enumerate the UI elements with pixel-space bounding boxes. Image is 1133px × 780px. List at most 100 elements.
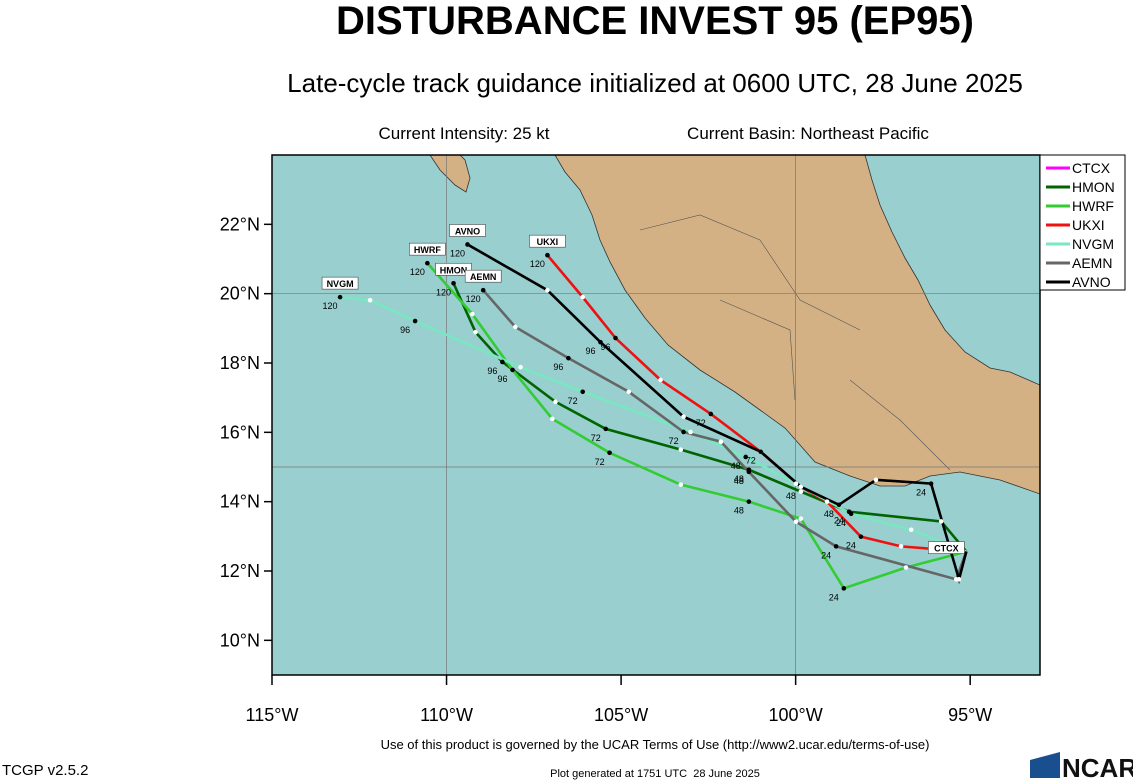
legend-label: UKXI <box>1072 217 1105 233</box>
x-tick-label: 115°W <box>246 705 299 725</box>
grid <box>272 155 1040 675</box>
model-label-box <box>464 269 502 283</box>
y-tick-label: 20°N <box>220 284 260 304</box>
track-point <box>518 364 523 370</box>
track-point <box>580 389 585 395</box>
track-point <box>903 565 909 570</box>
y-tick-label: 18°N <box>220 353 260 373</box>
logo-mark <box>1030 752 1060 778</box>
track-point <box>746 499 752 504</box>
x-tick-label: 100°W <box>769 705 823 725</box>
y-tick-label: 22°N <box>220 214 260 234</box>
track-point <box>841 586 847 591</box>
model-label-text: AVNO <box>455 226 480 236</box>
track-point <box>465 242 470 247</box>
track-point <box>708 411 714 417</box>
track-point <box>580 294 585 300</box>
legend-label: NVGM <box>1072 236 1114 252</box>
track-point <box>798 489 804 494</box>
hour-label: 120 <box>530 259 545 269</box>
hour-label: 48 <box>734 476 744 486</box>
track-point <box>613 335 618 341</box>
track-point <box>898 544 904 549</box>
track-point <box>956 577 962 582</box>
track-point <box>743 454 749 460</box>
track-point <box>824 499 830 504</box>
legend-label: CTCX <box>1072 160 1111 176</box>
chart-subtitle: Late-cycle track guidance initialized at… <box>287 68 1023 98</box>
track-point <box>451 280 456 286</box>
hour-label: 24 <box>821 550 831 560</box>
hour-label: 72 <box>696 418 706 428</box>
logo-text: NCAR <box>1062 753 1133 780</box>
legend-entries: CTCX HMON HWRF UKXI NVGM AEMN AVNO <box>1046 160 1115 290</box>
track-point <box>367 297 373 303</box>
track-point <box>500 359 505 365</box>
legend-label: AEMN <box>1072 255 1112 271</box>
track-point <box>681 429 686 435</box>
x-tick-label: 95°W <box>948 705 992 725</box>
land <box>429 155 1040 495</box>
model-label: AVNO <box>449 224 486 237</box>
track-point <box>858 534 864 539</box>
model-label: CTCX <box>928 541 965 554</box>
track-point <box>550 416 555 422</box>
hour-label: 48 <box>734 474 744 484</box>
hour-label: 72 <box>669 436 679 446</box>
x-tick-label: 105°W <box>594 705 648 725</box>
model-label-box <box>928 541 965 554</box>
model-label: UKXI <box>529 234 566 248</box>
legend-label: AVNO <box>1072 274 1111 290</box>
track-point <box>412 318 418 324</box>
legend-label: HMON <box>1072 179 1115 195</box>
hour-label: 96 <box>400 325 410 335</box>
generated-text: Plot generated at 1751 UTC 28 June 2025 <box>550 768 760 780</box>
info-text: Current Basin: Northeast Pacific <box>687 124 929 143</box>
track-point <box>598 339 603 345</box>
track-point <box>908 527 914 533</box>
track-point <box>545 287 550 293</box>
model-label-text: UKXI <box>537 237 559 247</box>
model-label: HWRF <box>409 242 446 256</box>
model-label-box <box>435 262 472 276</box>
track-point <box>513 324 518 330</box>
track-point <box>833 544 839 549</box>
hour-label: 96 <box>498 374 508 384</box>
model-label: HMON <box>435 262 472 276</box>
hour-label: 72 <box>591 433 601 443</box>
model-label-text: HWRF <box>414 245 441 255</box>
track-point <box>678 482 684 487</box>
model-label: AEMN <box>464 269 502 283</box>
tracks: CTCX24487296120HMON24487296120HWRF244872… <box>321 224 968 602</box>
track-point <box>793 481 799 486</box>
model-label-box <box>529 234 566 248</box>
model-label-box <box>409 242 446 256</box>
hour-label: 72 <box>595 457 605 467</box>
track-point <box>678 447 684 452</box>
hour-label: 120 <box>410 267 425 277</box>
track-point <box>425 260 430 266</box>
y-tick-label: 16°N <box>220 422 260 442</box>
track-point <box>836 502 842 508</box>
hour-label: 48 <box>731 461 741 471</box>
track-point <box>626 389 632 395</box>
hour-label: 24 <box>916 488 926 498</box>
track-point <box>553 399 558 405</box>
chart-title: DISTURBANCE INVEST 95 (EP95) <box>336 0 974 43</box>
track-point <box>718 439 724 444</box>
track-point <box>470 311 475 317</box>
track-point <box>938 519 944 524</box>
track-point <box>873 477 879 483</box>
hour-label: 24 <box>846 541 856 551</box>
track-point <box>658 377 663 383</box>
track-point <box>603 426 609 432</box>
hour-label: 48 <box>824 509 834 519</box>
hour-label: 24 <box>836 518 846 528</box>
track-point <box>798 516 804 521</box>
x-tick-label: 110°W <box>420 705 473 725</box>
track-point <box>793 519 799 525</box>
hour-label: 72 <box>568 396 578 406</box>
track-point <box>758 449 764 455</box>
